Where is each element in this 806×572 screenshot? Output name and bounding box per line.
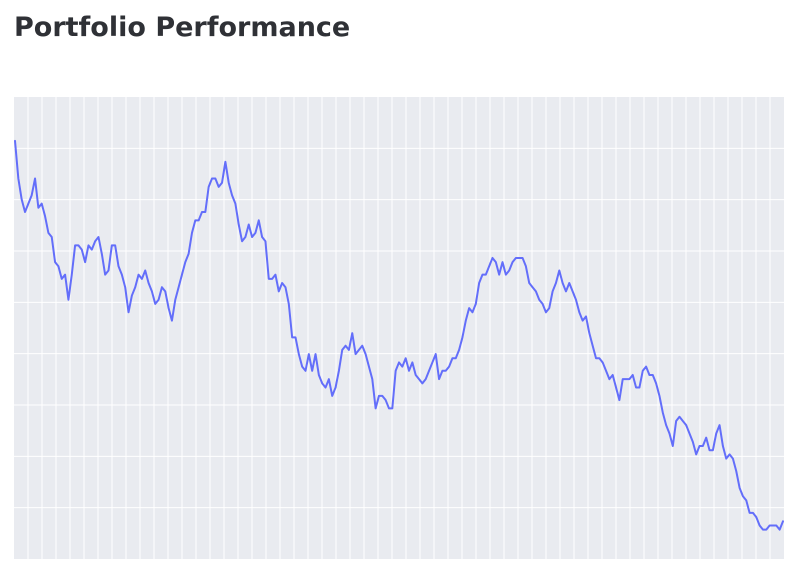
- page-title: Portfolio Performance: [14, 12, 351, 43]
- grid-lines: [14, 97, 784, 559]
- plot-background: [14, 97, 784, 559]
- series-line: [14, 139, 784, 531]
